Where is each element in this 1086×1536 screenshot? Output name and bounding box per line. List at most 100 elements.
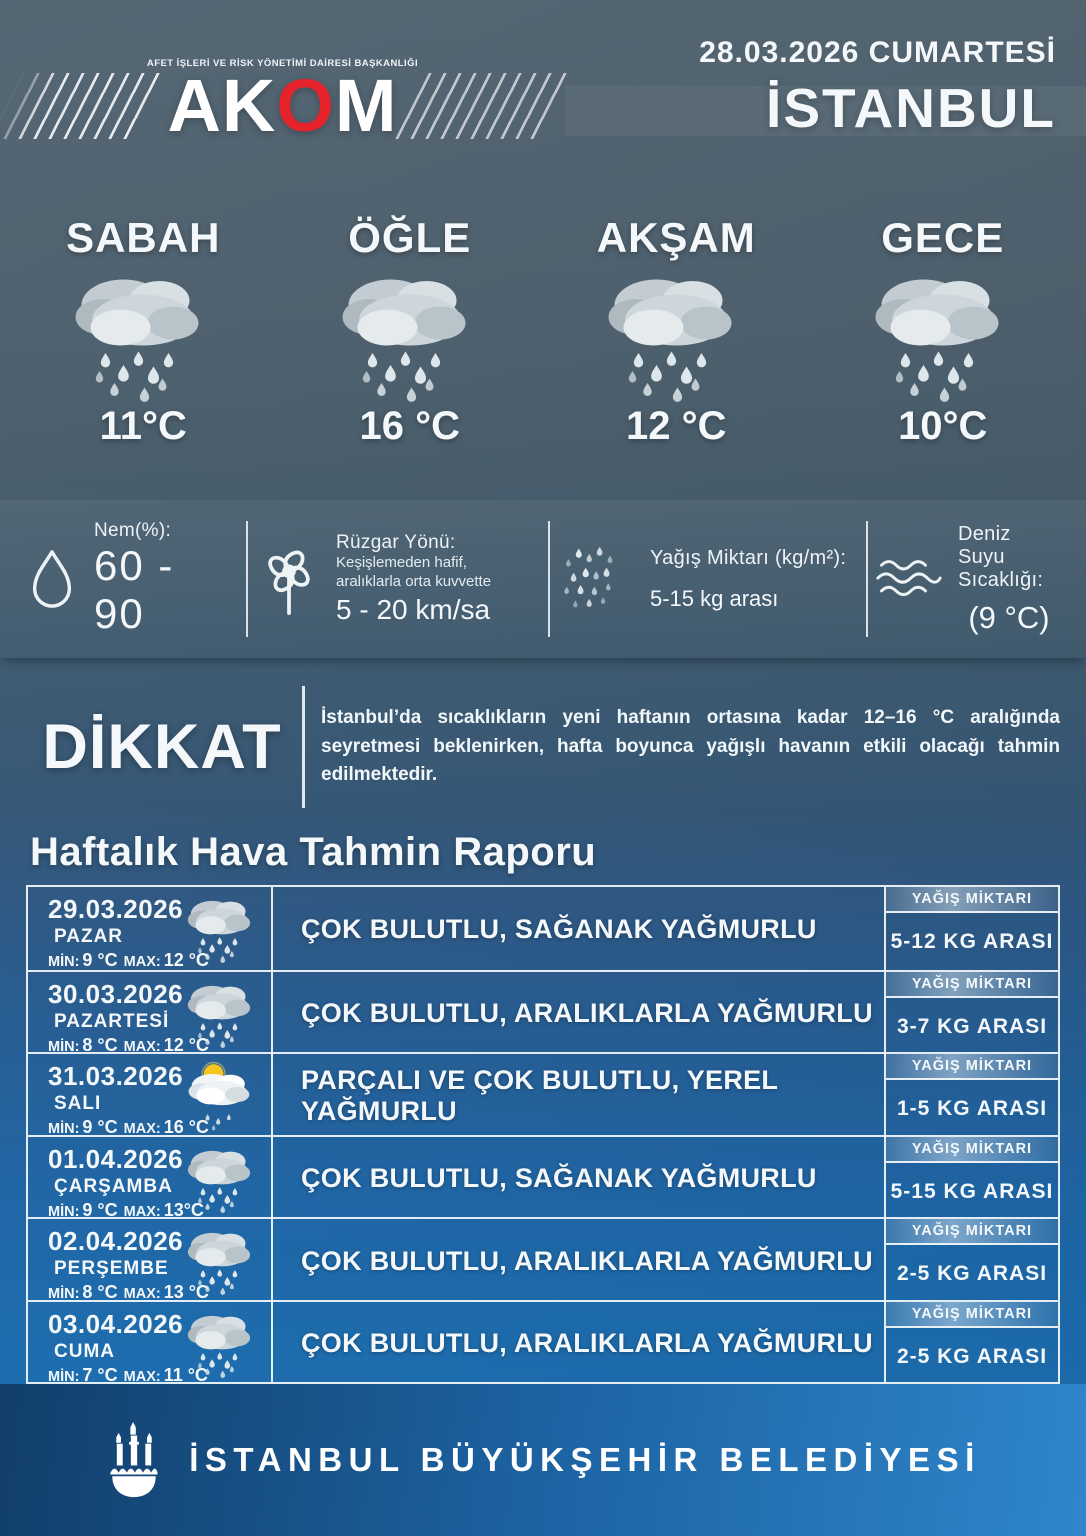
- attention-text: İstanbul’da sıcaklıkların yeni haftanın …: [321, 707, 1060, 786]
- max-value: 16 °C: [163, 1117, 209, 1137]
- weekly-section: Haftalık Hava Tahmin Raporu 29.03.2026 P…: [0, 830, 1086, 1386]
- forecast-minmax: MİN: 9 °C MAX: 12 °C: [48, 950, 271, 971]
- wind-metric: Rüzgar Yönü: Keşişlemeden hafif, aralıkl…: [256, 532, 540, 626]
- date-city-block: 28.03.2026 CUMARTESİ İSTANBUL: [565, 0, 1086, 200]
- raindrops-icon: [558, 537, 650, 621]
- forecast-minmax: MİN: 8 °C MAX: 13 °C: [48, 1282, 271, 1303]
- report-date: 28.03.2026 CUMARTESİ: [699, 36, 1056, 69]
- precipitation-amount: 2-5 KG ARASI: [896, 1262, 1048, 1285]
- period-label: GECE: [881, 214, 1005, 261]
- forecast-date: 29.03.2026: [48, 894, 184, 924]
- forecast-minmax: MİN: 9 °C MAX: 16 °C: [48, 1117, 271, 1138]
- humidity-value: 60 - 90: [94, 542, 175, 637]
- forecast-weather-icon: [179, 1058, 265, 1134]
- sea-temperature-label: Deniz Suyu Sıcaklığı:: [958, 522, 1044, 591]
- period-temperature: 10°C: [898, 404, 988, 448]
- min-value: 8 °C: [82, 1034, 118, 1055]
- max-value: 12 °C: [163, 1034, 209, 1055]
- period-label: AKŞAM: [596, 214, 756, 261]
- max-label: MAX:: [123, 1368, 161, 1385]
- period-column: GECE 10°C: [810, 200, 1077, 500]
- metrics-strip: Nem(%): 60 - 90 Rüzgar Yönü: Keşişlemede…: [0, 500, 1086, 658]
- stripes-decor-left-icon: [0, 73, 171, 140]
- forecast-day: PERŞEMBE: [54, 1258, 169, 1279]
- min-label: MİN:: [48, 1121, 80, 1137]
- period-temperature: 16 °C: [359, 404, 461, 448]
- forecast-date: 31.03.2026: [48, 1061, 184, 1091]
- period-temperature: 12 °C: [626, 404, 727, 448]
- attention-section: DİKKAT İstanbul’da sıcaklıkların yeni ha…: [0, 658, 1086, 820]
- min-value: 9 °C: [82, 1199, 118, 1220]
- max-value: 13 °C: [163, 1282, 209, 1302]
- max-value: 11 °C: [163, 1364, 208, 1385]
- max-label: MAX:: [123, 1038, 161, 1055]
- min-label: MİN:: [48, 1203, 80, 1220]
- forecast-minmax: MİN: 9 °C MAX: 13°C: [48, 1200, 271, 1221]
- precipitation-amount: 5-12 KG ARASI: [890, 930, 1054, 953]
- precipitation-label: Yağış Miktarı (kg/m²):: [650, 546, 847, 569]
- humidity-label: Nem(%):: [94, 520, 172, 541]
- max-value: 13°C: [163, 1199, 204, 1220]
- precipitation-cell: YAĞIŞ MİKTARI 1-5 KG ARASI: [886, 1054, 1058, 1138]
- weekly-row: 29.03.2026 PAZAR MİN: 9 °C MAX: 12 °C ÇOK B…: [28, 887, 1058, 971]
- attention-title: DİKKAT: [42, 712, 282, 782]
- city-name: İSTANBUL: [766, 77, 1056, 139]
- akom-logo: AKOM: [0, 69, 577, 143]
- forecast-condition: PARÇALI VE ÇOK BULUTLU, YEREL YAĞMURLU: [271, 1054, 886, 1138]
- akom-letter-m: M: [334, 64, 398, 147]
- forecast-weather-icon: [179, 1141, 265, 1217]
- max-value: 12 °C: [163, 950, 209, 970]
- forecast-date: 30.03.2026: [48, 978, 184, 1009]
- footer: İSTANBUL BÜYÜKŞEHİR BELEDİYESİ: [0, 1384, 1086, 1536]
- forecast-date: 03.04.2026: [48, 1308, 184, 1339]
- precipitation-amount: 1-5 KG ARASI: [896, 1097, 1048, 1120]
- weekly-row: 30.03.2026 PAZARTESİ MİN: 8 °C MAX: 12 °C Ç…: [28, 969, 1058, 1056]
- divider: [246, 521, 248, 637]
- periods-row: SABAH 11°C ÖĞLE 16 °C AKŞAM 12 °C: [0, 200, 1086, 500]
- weekly-date-cell: 01.04.2026 ÇARŞAMBA MİN: 9 °C MAX: 13°C: [28, 1137, 271, 1221]
- period-label: ÖĞLE: [348, 214, 472, 261]
- city-highlight-band: [565, 86, 1086, 136]
- pinwheel-icon: [256, 538, 336, 620]
- precipitation-amount: 5-15 KG ARASI: [890, 1179, 1054, 1203]
- max-label: MAX:: [123, 1121, 161, 1137]
- precipitation-cell: YAĞIŞ MİKTARI 3-7 KG ARASI: [886, 971, 1058, 1056]
- akom-logo-block: AFET İŞLERİ VE RİSK YÖNETİMİ DAİRESİ BAŞ…: [0, 0, 577, 200]
- max-label: MAX:: [123, 954, 161, 970]
- weekly-row: 02.04.2026 PERŞEMBE MİN: 8 °C MAX: 13 °C ÇO…: [28, 1217, 1058, 1303]
- akom-red-o: O: [276, 64, 335, 147]
- wind-label: Rüzgar Yönü:: [336, 532, 456, 554]
- divider: [302, 686, 305, 808]
- min-label: MİN:: [48, 954, 80, 970]
- max-label: MAX:: [123, 1203, 161, 1220]
- forecast-minmax: MİN: 8 °C MAX: 12 °C: [48, 1035, 271, 1056]
- rain-cloud-icon: [858, 260, 1028, 410]
- wind-desc-1: Keşişlemeden hafif,: [336, 554, 467, 572]
- forecast-weather-icon: [179, 976, 265, 1052]
- forecast-condition: ÇOK BULUTLU, SAĞANAK YAĞMURLU: [271, 1136, 886, 1221]
- precipitation-header: YAĞIŞ MİKTARI: [886, 1136, 1058, 1163]
- forecast-day: CUMA: [54, 1340, 115, 1362]
- precipitation-amount: 3-7 KG ARASI: [896, 1014, 1048, 1038]
- wind-desc-2: aralıklarla orta kuvvette: [336, 573, 492, 590]
- precipitation-header: YAĞIŞ MİKTARI: [886, 1219, 1058, 1245]
- forecast-condition: ÇOK BULUTLU, ARALIKLARLA YAĞMURLU: [271, 1301, 886, 1386]
- stripes-decor-right-icon: [394, 73, 577, 140]
- weekly-title: Haftalık Hava Tahmin Raporu: [30, 830, 597, 874]
- precipitation-cell: YAĞIŞ MİKTARI 2-5 KG ARASI: [886, 1301, 1058, 1386]
- forecast-day: ÇARŞAMBA: [54, 1175, 173, 1197]
- forecast-weather-icon: [179, 1306, 265, 1382]
- min-label: MİN:: [48, 1368, 80, 1385]
- period-label: SABAH: [66, 214, 221, 261]
- max-label: MAX:: [123, 1286, 161, 1302]
- rain-cloud-icon: [58, 260, 228, 410]
- weekly-date-cell: 29.03.2026 PAZAR MİN: 9 °C MAX: 12 °C: [28, 887, 271, 971]
- precipitation-cell: YAĞIŞ MİKTARI 2-5 KG ARASI: [886, 1219, 1058, 1303]
- period-column: AKŞAM 12 °C: [543, 200, 810, 500]
- akom-wordmark: AKOM: [167, 69, 397, 143]
- precipitation-amount: 2-5 KG ARASI: [896, 1344, 1048, 1368]
- header: AFET İŞLERİ VE RİSK YÖNETİMİ DAİRESİ BAŞ…: [0, 0, 1086, 200]
- period-temperature: 11°C: [99, 404, 187, 448]
- forecast-date: 01.04.2026: [48, 1143, 184, 1174]
- min-value: 9 °C: [82, 1117, 118, 1137]
